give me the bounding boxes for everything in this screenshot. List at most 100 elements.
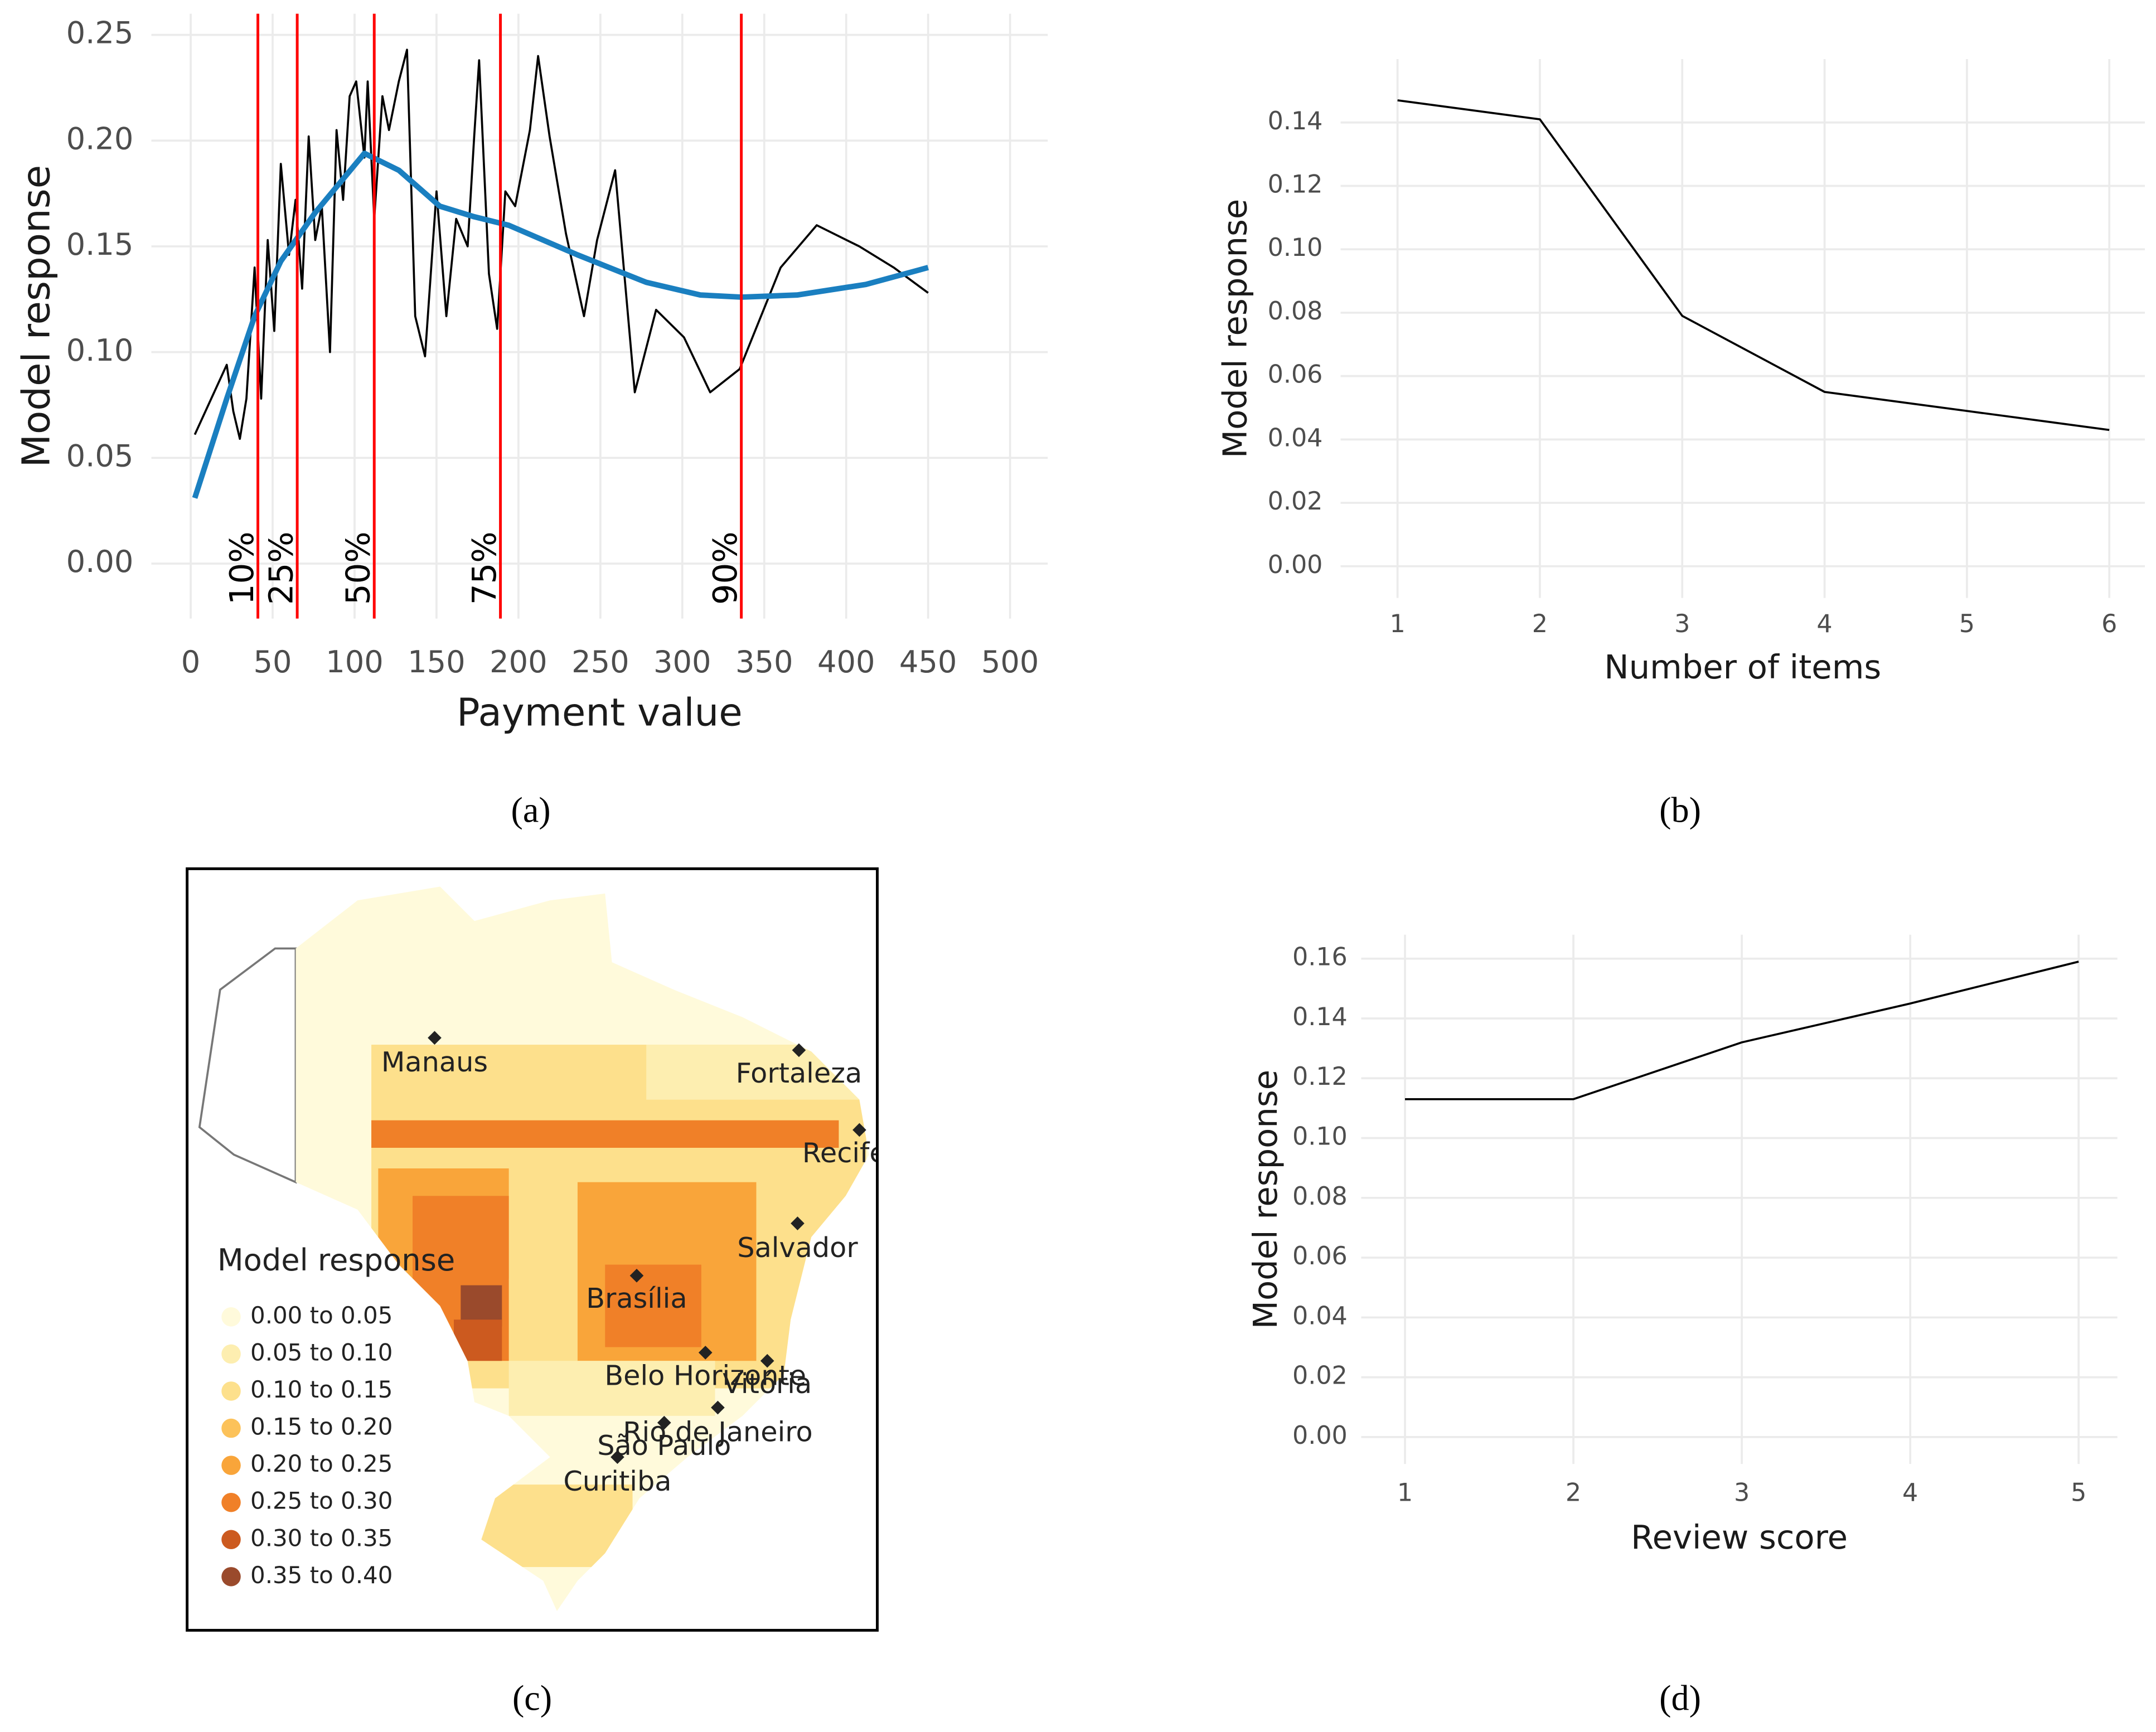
line [1405,960,2079,1100]
y-tick-label: 0.08 [1268,297,1323,326]
panel-label: (b) [1659,790,1701,830]
cell [605,1264,701,1347]
y-tick-label: 0.00 [1292,1421,1348,1450]
cell [508,1361,715,1416]
x-tick-label: 3 [1734,1478,1750,1507]
x-axis-label: Review score [1631,1518,1848,1556]
x-tick-label: 2 [1566,1478,1581,1507]
legend-label: 0.20 to 0.25 [250,1450,393,1477]
city-label: Rio de Janeiro [623,1415,812,1448]
line [193,48,929,440]
y-tick-label: 0.25 [66,16,134,51]
y-tick-label: 0.15 [66,227,134,262]
y-tick-label: 0.12 [1292,1063,1348,1091]
panel-label: (d) [1659,1678,1701,1718]
x-tick-label: 100 [326,644,384,680]
y-tick-label: 0.14 [1268,107,1323,135]
quantile-label: 10% [222,531,261,605]
y-tick-label: 0.02 [1268,487,1323,516]
legend-title: Model response [217,1243,455,1278]
city-marker [698,1346,713,1360]
map: Manaus Fortaleza Recife Salvador Brasília Bel… [188,870,886,1629]
x-tick-label: 6 [2101,610,2117,638]
x-tick-label: 1 [1389,610,1405,638]
legend-swatch [221,1567,241,1587]
legend-swatch [221,1530,241,1550]
city-label: Fortaleza [736,1057,863,1089]
x-tick-label: 450 [899,644,957,680]
x-tick-label: 5 [1959,610,1975,638]
y-axis-label: Model response [1216,199,1254,458]
city-label: Salvador [737,1231,858,1264]
city-label: Vitória [723,1367,812,1400]
legend-label: 0.00 to 0.05 [250,1302,393,1329]
panel-label: (c) [512,1678,552,1718]
x-tick-label: 300 [653,644,711,680]
y-tick-label: 0.00 [1268,551,1323,579]
x-tick-label: 200 [490,644,548,680]
y-tick-label: 0.04 [1292,1302,1348,1330]
x-axis-label: Payment value [457,690,743,735]
city-marker [792,1043,806,1057]
legend-swatch [221,1492,241,1512]
x-tick-label: 50 [253,644,292,680]
legend-swatch [221,1456,241,1475]
y-tick-label: 0.20 [66,121,134,156]
line [192,151,929,499]
city-marker [760,1353,774,1368]
x-tick-label: 150 [408,644,466,680]
city-label: Manaus [381,1046,488,1078]
x-tick-label: 250 [571,644,629,680]
x-tick-label: 4 [1816,610,1832,638]
city-marker [852,1123,866,1137]
y-tick-label: 0.14 [1292,1003,1348,1031]
x-tick-label: 2 [1532,610,1548,638]
y-tick-label: 0.10 [1268,234,1323,262]
quantile-label: 50% [339,531,377,605]
panel-label: (a) [511,790,551,830]
y-tick-label: 0.02 [1292,1362,1348,1390]
y-tick-label: 0.16 [1292,943,1348,972]
legend-label: 0.25 to 0.30 [250,1487,393,1515]
city-label: Belo Horizonte [604,1359,806,1391]
x-tick-label: 1 [1397,1478,1413,1507]
legend-swatch [221,1344,241,1364]
y-tick-label: 0.10 [66,333,134,368]
x-axis-label: Number of items [1604,648,1881,686]
y-tick-label: 0.12 [1268,170,1323,198]
y-tick-label: 0.05 [66,438,134,473]
y-axis-label: Model response [14,165,59,468]
x-tick-label: 400 [817,644,875,680]
quantile-label: 75% [465,531,503,605]
legend-label: 0.35 to 0.40 [250,1561,393,1589]
legend-label: 0.15 to 0.20 [250,1413,393,1440]
quantile-label: 90% [706,531,744,605]
x-tick-label: 350 [735,644,793,680]
y-tick-label: 0.00 [66,544,134,579]
city-label: Recife [802,1137,886,1169]
map-frame [186,867,879,1632]
y-tick-label: 0.10 [1292,1123,1348,1151]
x-tick-label: 500 [981,644,1039,680]
legend-label: 0.05 to 0.10 [250,1338,393,1366]
y-tick-label: 0.08 [1292,1182,1348,1211]
cell [371,1120,839,1148]
city-marker [657,1415,671,1430]
city-marker [791,1216,805,1230]
x-tick-label: 0 [181,644,201,680]
y-tick-label: 0.06 [1268,361,1323,389]
legend-label: 0.30 to 0.35 [250,1524,393,1551]
y-tick-label: 0.04 [1268,424,1323,452]
legend-label: 0.10 to 0.15 [250,1376,393,1403]
legend-swatch [221,1418,241,1438]
line [1397,99,2110,431]
legend-swatch [221,1307,241,1327]
legend-swatch [221,1381,241,1401]
quantile-label: 25% [262,531,301,605]
x-tick-label: 3 [1674,610,1690,638]
y-axis-label: Model response [1246,1070,1285,1329]
y-tick-label: 0.06 [1292,1242,1348,1270]
city-marker [428,1031,442,1045]
